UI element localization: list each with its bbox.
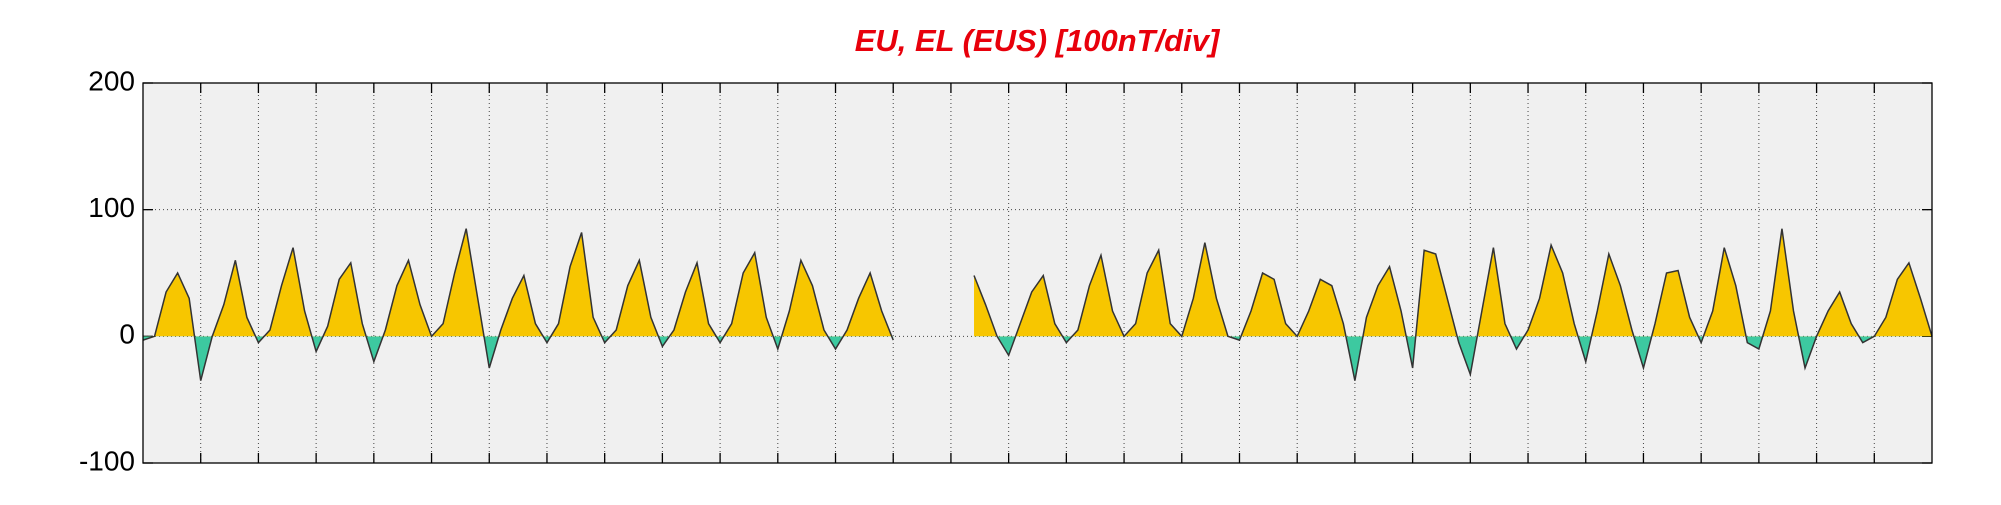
y-tick-label: 100	[88, 192, 135, 223]
plot-frame	[142, 82, 1933, 464]
y-tick-label: 0	[119, 319, 135, 350]
positive-area	[143, 228, 1932, 337]
plot-background	[143, 83, 1932, 463]
data-line	[142, 228, 1933, 381]
y-tick-label: -100	[79, 445, 135, 476]
y-tick-label: 200	[88, 65, 135, 96]
chart-title: EU, EL (EUS) [100nT/div]	[855, 23, 1221, 58]
